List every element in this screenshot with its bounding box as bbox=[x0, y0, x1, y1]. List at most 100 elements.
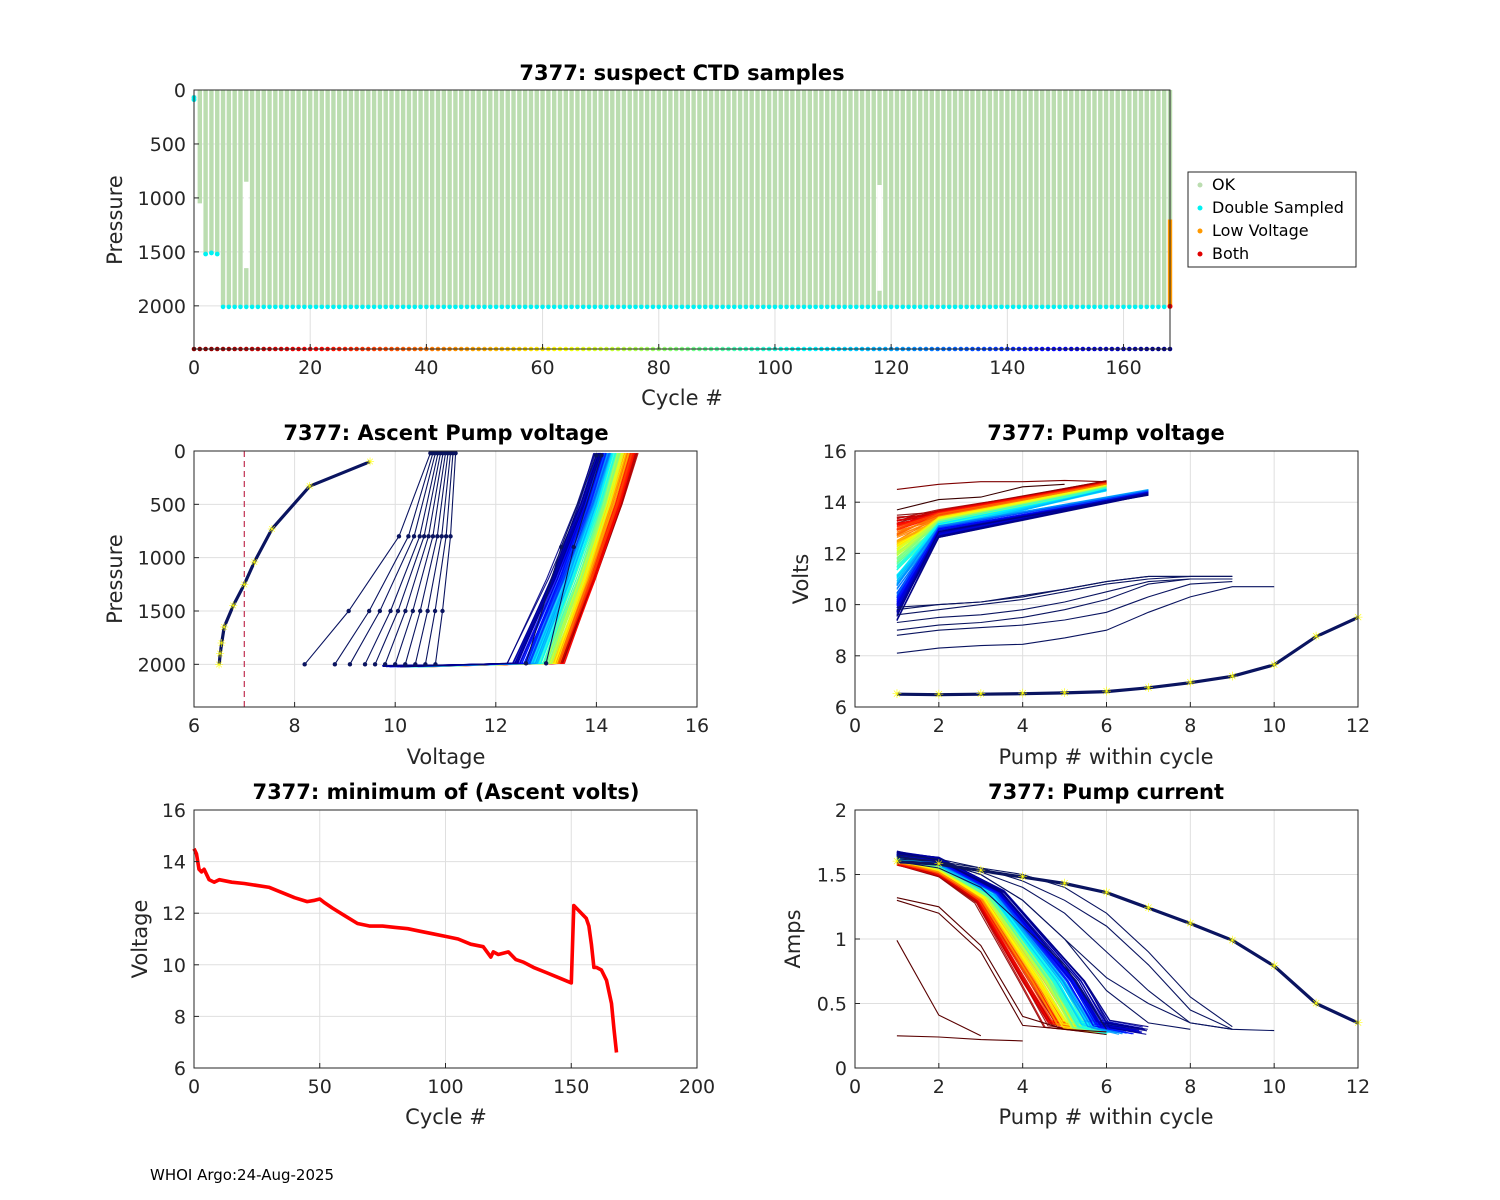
double-sampled-point bbox=[1156, 304, 1161, 310]
y-tick-label: 1 bbox=[835, 929, 847, 951]
double-sampled-point bbox=[1103, 304, 1109, 310]
double-sampled-point bbox=[929, 304, 935, 310]
double-sampled-point bbox=[778, 304, 784, 310]
double-sampled-point bbox=[650, 304, 656, 310]
double-sampled-point bbox=[737, 304, 743, 310]
double-sampled-point bbox=[1121, 304, 1126, 310]
mid-voltage-profile bbox=[414, 453, 452, 665]
double-sampled-point bbox=[598, 304, 603, 310]
low-voltage-cycle-line bbox=[896, 578, 1233, 631]
double-sampled-point bbox=[255, 304, 261, 310]
pump-voltage-line bbox=[896, 486, 1107, 559]
double-sampled-point bbox=[923, 304, 929, 310]
x-tick-label: 20 bbox=[298, 357, 322, 379]
double-sampled-point bbox=[668, 304, 673, 310]
outlier-profile-point bbox=[558, 544, 564, 550]
double-sampled-point bbox=[1080, 304, 1086, 310]
double-sampled-point bbox=[313, 304, 319, 310]
x-tick-label: 0 bbox=[188, 357, 200, 379]
mid-profile-point bbox=[432, 608, 438, 614]
double-sampled-point bbox=[209, 250, 214, 256]
legend-label-both: Both bbox=[1212, 244, 1249, 263]
x-tick-label: 160 bbox=[1105, 357, 1141, 379]
mid-profile-point bbox=[448, 534, 453, 539]
double-sampled-point bbox=[482, 304, 487, 310]
min-voltage-line bbox=[192, 847, 619, 1053]
double-sampled-point bbox=[702, 304, 708, 310]
mid-voltage-profile bbox=[434, 453, 457, 665]
suspect-ctd-axes: 0 20 40 60 80 100 120 140 160 0 500 1000 1500 2000 73… bbox=[103, 61, 1357, 410]
double-sampled-point bbox=[383, 304, 389, 310]
x-tick-label: 10 bbox=[1262, 715, 1286, 737]
double-sampled-point bbox=[958, 304, 964, 310]
last-cycle-profile bbox=[217, 460, 371, 665]
legend: OK Double Sampled Low Voltage Both bbox=[1187, 171, 1357, 268]
last-cycle-star: ✳ bbox=[1101, 685, 1111, 699]
y-tick-label: 10 bbox=[162, 955, 186, 977]
last-cycle-star: ✳ bbox=[1018, 687, 1028, 701]
last-cycle-star: ✳ bbox=[1227, 669, 1237, 683]
last-cycle-star: ✳ bbox=[229, 600, 238, 613]
double-sampled-point bbox=[906, 304, 911, 310]
mid-profile-point bbox=[418, 608, 423, 614]
mid-profile-point bbox=[395, 608, 401, 614]
mid-profile-point bbox=[443, 534, 449, 539]
mid-profile-point bbox=[393, 662, 398, 667]
x-tick-label: 6 bbox=[1100, 715, 1112, 737]
data-marks bbox=[192, 847, 619, 1053]
mid-voltage-profile bbox=[374, 452, 442, 665]
outlier-profile-point bbox=[571, 544, 576, 550]
double-sampled-point bbox=[400, 304, 406, 310]
double-sampled-point bbox=[226, 304, 232, 310]
y-tick-label: 12 bbox=[823, 543, 847, 565]
mid-profile-point bbox=[440, 608, 445, 614]
x-tick-label: 200 bbox=[679, 1076, 715, 1098]
double-sampled-point bbox=[470, 304, 476, 310]
last-cycle-current-line bbox=[896, 860, 1359, 1025]
double-sampled-point bbox=[1138, 304, 1144, 310]
x-tick-label: 50 bbox=[308, 1076, 332, 1098]
double-sampled-point bbox=[795, 304, 801, 310]
y-tick-label: 1500 bbox=[138, 601, 186, 623]
y-tick-label: 0 bbox=[174, 80, 186, 102]
low-voltage-cycle-line bbox=[896, 581, 1233, 636]
double-sampled-point bbox=[464, 304, 470, 310]
tick-labels: 0 20 40 60 80 100 120 140 160 0 500 1000 1500 2000 bbox=[138, 80, 1142, 379]
double-sampled-point bbox=[609, 304, 615, 310]
double-sampled-point bbox=[772, 304, 778, 310]
last-cycle-star: ✳ bbox=[250, 556, 259, 569]
legend-label-low-voltage: Low Voltage bbox=[1212, 221, 1309, 240]
y-tick-label: 8 bbox=[174, 1006, 186, 1028]
mid-voltage-profile bbox=[304, 452, 431, 665]
last-cycle-star: ✳ bbox=[976, 687, 986, 701]
double-sampled-point bbox=[557, 304, 563, 310]
last-cycle-star: ✳ bbox=[365, 456, 374, 469]
x-tick-label: 60 bbox=[530, 357, 554, 379]
double-sampled-point bbox=[412, 304, 418, 310]
last-cycle-star: ✳ bbox=[1269, 658, 1279, 672]
low-voltage-current-line bbox=[896, 857, 1233, 1030]
last-cycle-star: ✳ bbox=[1185, 917, 1195, 931]
last-cycle-star: ✳ bbox=[305, 480, 314, 493]
double-sampled-point bbox=[1092, 304, 1097, 310]
double-sampled-point bbox=[975, 304, 981, 310]
double-sampled-point bbox=[1144, 304, 1150, 310]
x-tick-label: 6 bbox=[188, 715, 200, 737]
mid-profile-point bbox=[406, 534, 411, 539]
double-sampled-point bbox=[877, 304, 882, 310]
double-sampled-point bbox=[296, 304, 301, 310]
double-sampled-point bbox=[238, 304, 243, 310]
y-tick-label: 12 bbox=[162, 903, 186, 925]
low-voltage-current-line bbox=[896, 861, 1107, 1030]
mid-profile-point bbox=[366, 608, 372, 614]
early-cycle-line bbox=[896, 479, 1107, 490]
double-sampled-point bbox=[1039, 304, 1045, 310]
low-voltage-cycle-line bbox=[896, 575, 1233, 616]
double-sampled-point bbox=[441, 304, 447, 310]
mid-profile-point bbox=[417, 534, 422, 539]
double-sampled-point bbox=[731, 304, 737, 310]
double-sampled-point bbox=[569, 304, 574, 310]
double-sampled-point bbox=[755, 304, 760, 310]
